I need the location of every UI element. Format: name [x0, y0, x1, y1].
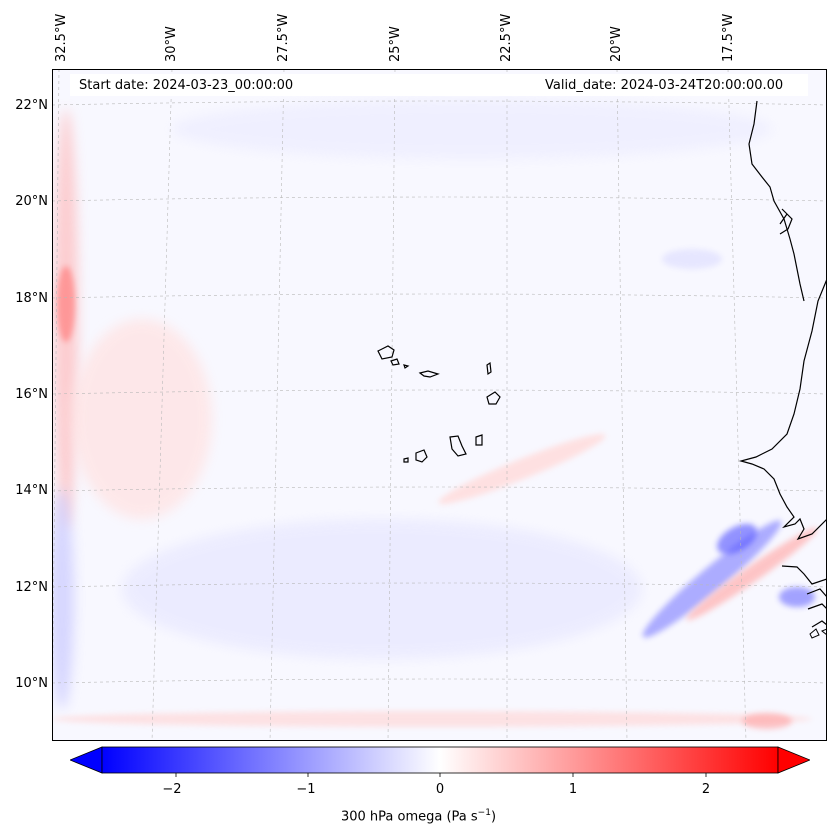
colorbar-tick-label: −2: [162, 782, 182, 797]
coastline-north: [748, 100, 805, 302]
colorbar-label-text: 300 hPa omega (Pa s: [340, 809, 478, 825]
negative-band-west: [52, 489, 74, 709]
colorbar-label-exponent: −1: [477, 808, 491, 818]
island-sao-nicolau: [418, 370, 440, 378]
colorbar-tick-label: 2: [701, 782, 711, 797]
lon-label-27-5w: 27.5°W: [276, 13, 291, 62]
coastline-detail: [779, 208, 793, 235]
island-sao-vicente: [390, 358, 400, 366]
colorbar-extend-left: [70, 746, 103, 774]
colorbar-tick-label: −1: [296, 782, 316, 797]
negative-area-south: [122, 519, 642, 659]
coastline-islands-bijagos: [809, 628, 827, 639]
island-santo-antao: [377, 345, 395, 360]
map-gridlines: [52, 69, 827, 741]
negative-spot-north: [662, 249, 722, 269]
valid-date-label: Valid_date: 2024-03-24T20:00:00.00: [545, 78, 784, 93]
negative-streak-1: [642, 520, 782, 638]
positive-streak-coast: [686, 527, 818, 621]
positive-streak-center: [438, 434, 606, 504]
colorbar-label-close: ): [490, 809, 497, 825]
map-frame: [52, 69, 827, 741]
lon-label-30w: 30°W: [164, 26, 179, 62]
colorbar-tick-label: 0: [435, 782, 445, 797]
negative-max-coast: [717, 523, 757, 555]
lon-label-17-5w: 17.5°W: [721, 13, 736, 62]
lon-label-25w: 25°W: [388, 26, 403, 62]
colorbar-tick-marks: [175, 773, 707, 777]
lat-label-14n: 14°N: [15, 483, 48, 498]
start-date-label: Start date: 2024-03-23_00:00:00: [79, 78, 294, 93]
lon-label-32-5w: 32.5°W: [54, 13, 69, 62]
island-santa-luzia: [403, 364, 410, 369]
coastline-bissau: [806, 588, 827, 628]
omega-field: [52, 99, 818, 729]
lat-label-20n: 20°N: [15, 194, 48, 209]
colorbar: [70, 746, 810, 777]
island-santiago: [449, 435, 467, 457]
island-sal: [486, 361, 492, 376]
colorbar-tick-label: 1: [568, 782, 578, 797]
coastline-africa: [738, 278, 827, 610]
island-fogo: [415, 449, 428, 463]
lat-label-22n: 22°N: [15, 98, 48, 113]
colorbar-body: [101, 746, 779, 774]
cape-verde-islands: [377, 345, 501, 463]
island-brava: [403, 457, 409, 463]
lat-label-18n: 18°N: [15, 291, 48, 306]
lat-label-10n: 10°N: [15, 676, 48, 691]
colorbar-extend-right: [777, 746, 810, 774]
negative-area-north: [172, 99, 772, 159]
lon-label-22-5w: 22.5°W: [499, 13, 514, 62]
negative-max-south-coast: [779, 587, 815, 607]
lat-label-16n: 16°N: [15, 387, 48, 402]
positive-area-west: [72, 319, 212, 519]
positive-max-west: [57, 266, 75, 342]
omega-map: [52, 69, 827, 741]
colorbar-label: 300 hPa omega (Pa s−1): [0, 808, 837, 824]
lat-label-12n: 12°N: [15, 580, 48, 595]
positive-spot-south: [742, 713, 792, 729]
island-maio: [475, 434, 483, 446]
header-strip-background: [70, 74, 808, 96]
island-boa-vista: [486, 391, 501, 405]
positive-band-south: [52, 711, 812, 727]
lon-label-20w: 20°W: [609, 26, 624, 62]
